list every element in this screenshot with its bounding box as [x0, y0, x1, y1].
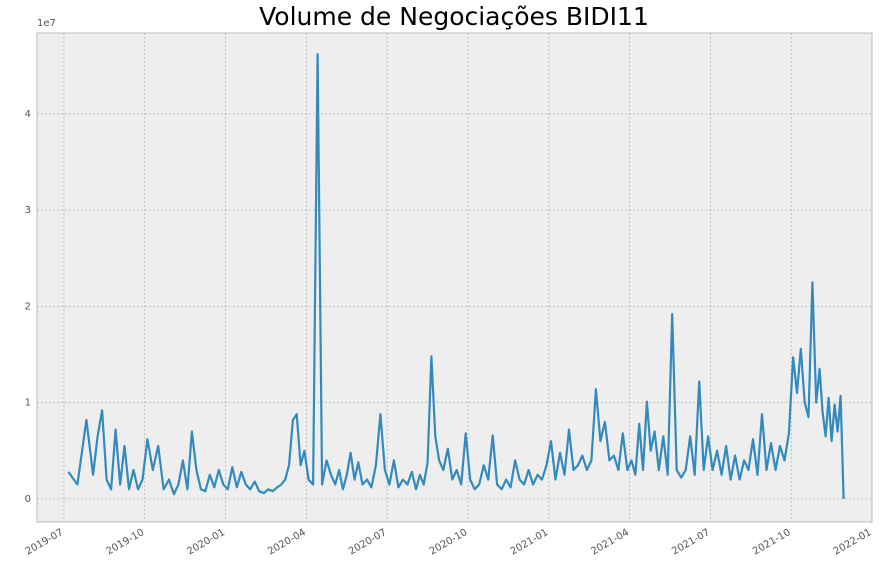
x-tick-label: 2019-10 [105, 527, 147, 557]
y-tick-label: 0 [25, 494, 31, 505]
plot-area [36, 32, 873, 523]
y-tick-label: 1 [25, 398, 31, 409]
x-tick-label: 2020-01 [185, 527, 227, 557]
y-tick-label: 3 [25, 205, 31, 216]
x-tick-label: 2020-10 [428, 527, 470, 557]
x-tick-label: 2021-04 [589, 527, 631, 557]
y-offset-label: 1e7 [37, 18, 56, 29]
y-tick-label: 2 [25, 301, 31, 312]
x-tick-label: 2021-07 [670, 527, 712, 557]
x-tick-label: 2019-07 [24, 527, 66, 557]
x-tick-label: 2021-10 [751, 527, 793, 557]
x-tick-label: 2021-01 [509, 527, 551, 557]
chart-title: Volume de Negociações BIDI11 [259, 2, 649, 31]
x-tick-label: 2020-07 [347, 527, 389, 557]
x-tick-label: 2020-04 [266, 527, 308, 557]
x-tick-label: 2022-01 [832, 527, 874, 557]
data-line [67, 53, 845, 499]
y-tick-label: 4 [25, 109, 31, 120]
